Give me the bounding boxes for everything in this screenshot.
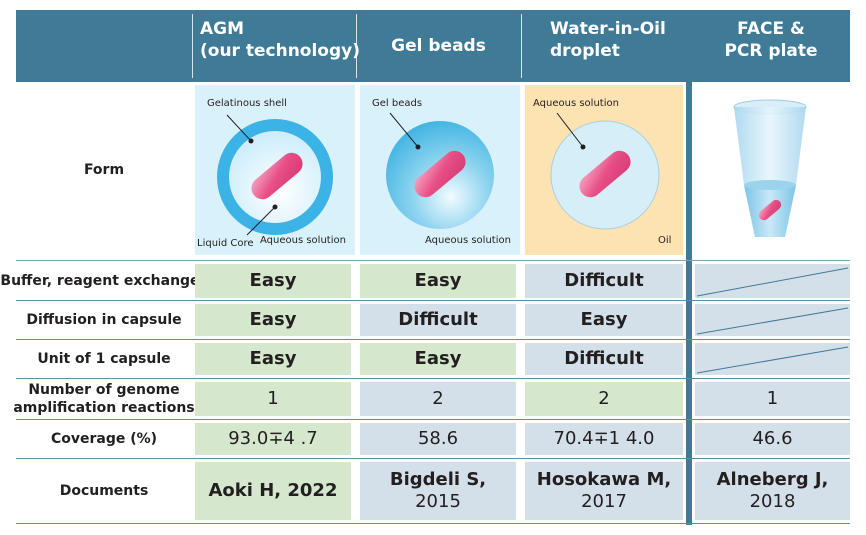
cell-documents-gel: Bigdeli S, 2015 [360, 462, 516, 520]
cell-diffusion-face-na [695, 304, 850, 336]
row-divider [16, 260, 850, 261]
label-aqueous-solution: Aqueous solution [260, 235, 346, 246]
cell-coverage-gel: 58.6 [360, 423, 516, 455]
row-label-coverage: Coverage (%) [50, 431, 158, 447]
row-divider [16, 458, 850, 459]
row-label-diffusion: Diffusion in capsule [26, 312, 182, 328]
label-aqueous-solution: Aqueous solution [425, 235, 511, 246]
header-band [16, 10, 686, 82]
label-gelatinous-shell: Gelatinous shell [207, 98, 287, 109]
cell-unit-gel: Easy [360, 343, 516, 375]
pcr-tube-icon [733, 99, 807, 237]
row-label-buffer: Buffer, reagent exchange [0, 273, 200, 289]
bacteria-cell-icon [251, 152, 303, 200]
cell-coverage-agm: 93.0∓4 .7 [195, 423, 351, 455]
cell-genome-wio: 2 [525, 382, 683, 416]
label-aqueous-solution: Aqueous solution [533, 98, 619, 109]
row-label-unit: Unit of 1 capsule [37, 351, 171, 367]
agm-capsule-figure [195, 85, 355, 255]
row-divider [16, 419, 850, 420]
cell-diffusion-gel: Difficult [360, 304, 516, 336]
header-face: FACE & PCR plate [724, 19, 818, 61]
header-divider [521, 14, 522, 78]
cell-unit-agm: Easy [195, 343, 351, 375]
cell-coverage-face: 46.6 [695, 423, 850, 455]
row-divider [16, 378, 850, 379]
header-water-in-oil: Water-in-Oil droplet [550, 19, 666, 61]
header-divider [192, 14, 193, 78]
label-oil: Oil [658, 235, 672, 246]
water-in-oil-figure [525, 85, 683, 255]
cell-unit-wio: Difficult [525, 343, 683, 375]
header-band-face [692, 10, 850, 82]
row-divider [16, 300, 850, 301]
label-gel-beads: Gel beads [372, 98, 423, 109]
row-divider [16, 523, 850, 524]
cell-documents-face: Alneberg J, 2018 [695, 462, 850, 520]
cell-coverage-wio: 70.4∓1 4.0 [525, 423, 683, 455]
row-label-documents: Documents [59, 483, 149, 499]
row-divider [16, 339, 850, 340]
cell-genome-face: 1 [695, 382, 850, 416]
bacteria-cell-icon [414, 150, 466, 198]
bacteria-cell-icon [579, 150, 631, 198]
cell-diffusion-agm: Easy [195, 304, 351, 336]
cell-buffer-agm: Easy [195, 264, 351, 298]
row-label-genome: Number of genome amplification reactions [13, 382, 195, 416]
label-liquid-core: Liquid Core [197, 238, 254, 249]
face-column-separator [686, 10, 692, 525]
cell-buffer-face-na [695, 264, 850, 298]
cell-documents-agm: Aoki H, 2022 [195, 462, 351, 520]
cell-buffer-gel: Easy [360, 264, 516, 298]
cell-documents-wio: Hosokawa M, 2017 [525, 462, 683, 520]
row-label-form: Form [83, 162, 125, 178]
cell-diffusion-wio: Easy [525, 304, 683, 336]
header-divider [356, 14, 357, 78]
gel-bead-figure [360, 85, 520, 255]
cell-unit-face-na [695, 343, 850, 375]
cell-genome-agm: 1 [195, 382, 351, 416]
bacteria-cell-icon [758, 199, 782, 221]
header-agm: AGM (our technology) [200, 19, 360, 61]
header-gel-beads: Gel beads [391, 36, 486, 56]
cell-genome-gel: 2 [360, 382, 516, 416]
cell-buffer-wio: Difficult [525, 264, 683, 298]
